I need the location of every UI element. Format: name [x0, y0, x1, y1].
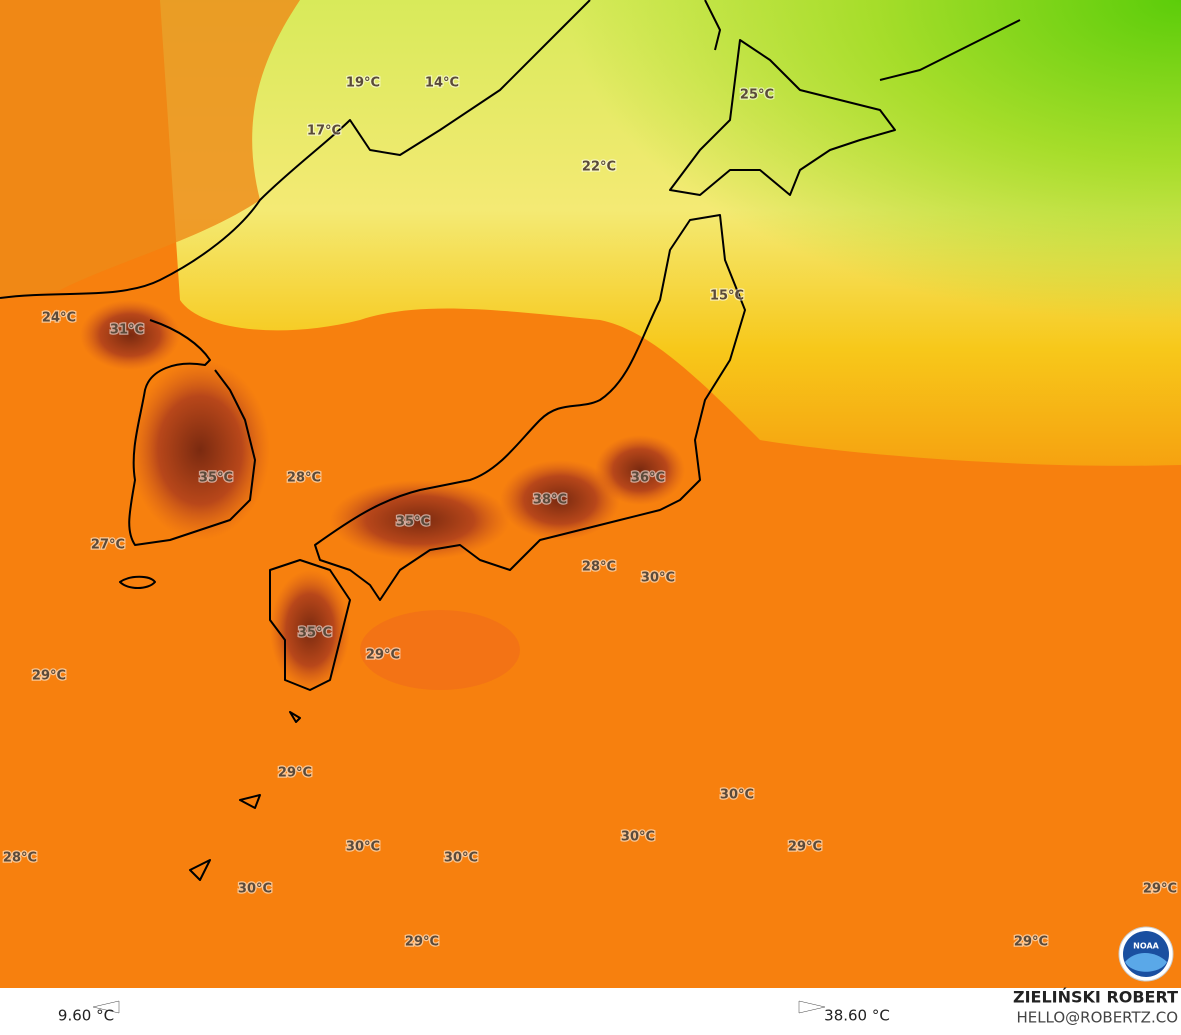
temperature-label: 35°C	[298, 626, 332, 641]
temperature-label: 30°C	[444, 851, 478, 866]
temperature-label: 29°C	[788, 840, 822, 855]
temperature-label: 22°C	[582, 160, 616, 175]
temperature-label: 28°C	[3, 851, 37, 866]
temperature-label: 25°C	[740, 88, 774, 103]
colorbar-max-arrow	[798, 1000, 826, 1014]
temperature-label: 35°C	[396, 515, 430, 530]
coastlines	[0, 0, 1021, 881]
colorbar-min-arrow	[92, 1000, 120, 1014]
colorbar-min-label: 9.60 °C	[58, 1007, 114, 1025]
temperature-label: 17°C	[307, 124, 341, 139]
temperature-labels: 19°C 14°C 17°C 25°C 22°C 15°C 24°C 31°C 28°C 35°C…	[2, 74, 1179, 951]
temperature-label: 38°C	[533, 493, 567, 508]
temperature-label: 19°C	[346, 76, 380, 91]
logo-text: NOAA	[1133, 942, 1159, 951]
temperature-label: 36°C	[631, 471, 665, 486]
temperature-label: 30°C	[720, 788, 754, 803]
temperature-label: 30°C	[641, 571, 675, 586]
temperature-label: 29°C	[278, 766, 312, 781]
credit: ZIELIŃSKI ROBERT HELLO@ROBERTZ.CO	[1013, 988, 1178, 1027]
temperature-label: 29°C	[366, 648, 400, 663]
temperature-label: 28°C	[287, 471, 321, 486]
colorbar-max-label: 38.60 °C	[824, 1007, 890, 1025]
temperature-label: 31°C	[110, 323, 144, 338]
temperature-label: 15°C	[710, 289, 744, 304]
temperature-label: 29°C	[32, 669, 66, 684]
temperature-label: 30°C	[621, 830, 655, 845]
noaa-logo: NOAA	[1118, 926, 1174, 982]
colorbar: 9.60 °C 38.60 °C	[58, 1000, 890, 1025]
temperature-label: 30°C	[346, 840, 380, 855]
map-background	[0, 0, 1181, 988]
temperature-label: 29°C	[1143, 882, 1177, 897]
credit-name: ZIELIŃSKI ROBERT	[1013, 988, 1178, 1007]
temperature-label: 35°C	[199, 471, 233, 486]
temperature-label: 29°C	[405, 935, 439, 950]
temperature-label: 24°C	[42, 311, 76, 326]
temperature-label: 27°C	[91, 538, 125, 553]
temperature-label: 28°C	[582, 560, 616, 575]
temperature-label: 30°C	[238, 882, 272, 897]
temperature-label: 14°C	[425, 76, 459, 91]
credit-contact: HELLO@ROBERTZ.CO	[1016, 1009, 1178, 1027]
temperature-label: 29°C	[1014, 935, 1048, 950]
